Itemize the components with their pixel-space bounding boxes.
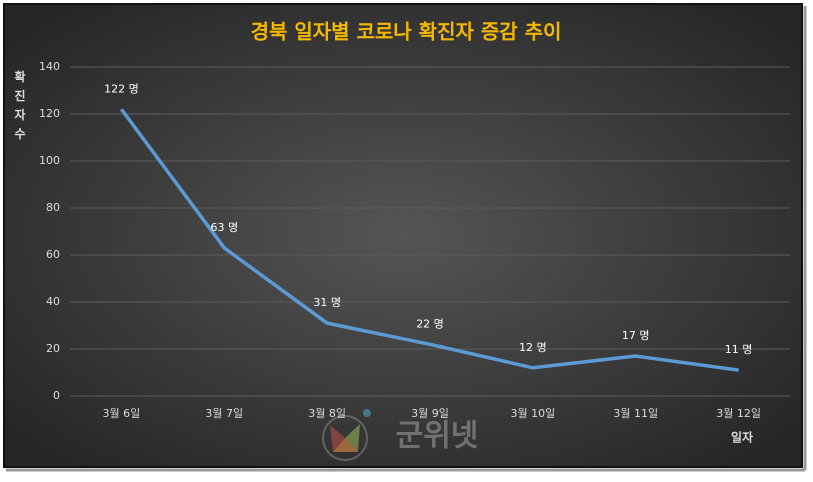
x-tick-label: 3월 11일: [613, 406, 658, 420]
y-axis-label: 확진자수: [14, 70, 26, 141]
chart-background: [3, 3, 803, 468]
x-tick-label: 3월 9일: [411, 406, 449, 420]
x-tick-label: 3월 6일: [103, 406, 141, 420]
watermark: 군위넷: [396, 419, 479, 454]
x-tick-label: 3월 10일: [510, 406, 555, 420]
y-tick-label: 40: [46, 295, 60, 308]
data-line: [120, 108, 739, 372]
y-tick-label: 80: [46, 201, 60, 214]
y-tick-label: 140: [39, 60, 60, 73]
chart-title: 경북 일자별 코로나 확진자 증감 추이: [251, 20, 562, 44]
data-label: 31 명: [313, 296, 341, 309]
y-tick-label: 0: [53, 389, 60, 402]
logo-part: [345, 424, 360, 452]
x-tick-label: 3월 12일: [716, 406, 761, 420]
data-label: 63 명: [210, 221, 238, 234]
logo-part: [330, 425, 345, 452]
watermark-logo: [322, 409, 371, 461]
y-tick-label: 20: [46, 342, 60, 355]
data-label: 17 명: [622, 329, 650, 342]
y-tick-label: 60: [46, 248, 60, 261]
y-tick-label: 100: [39, 154, 60, 167]
data-label: 11 명: [725, 343, 753, 356]
logo-ring: [322, 415, 368, 461]
data-label: 22 명: [416, 317, 444, 330]
logo-dot: [363, 409, 371, 417]
data-label: 12 명: [519, 341, 547, 354]
logo-part: [333, 438, 358, 452]
data-label: 122 명: [104, 82, 139, 95]
x-tick-label: 3월 7일: [205, 406, 243, 420]
y-tick-label: 120: [39, 107, 60, 120]
x-axis-label: 일자: [731, 430, 753, 445]
x-tick-label: 3월 8일: [308, 406, 346, 420]
